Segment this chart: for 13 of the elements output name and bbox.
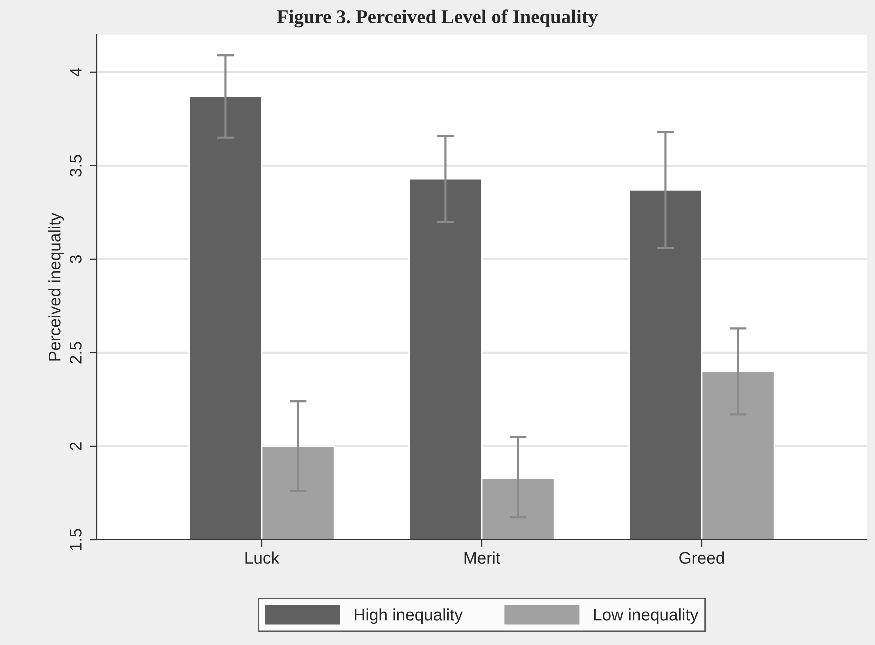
y-tick-label: 1.5	[70, 529, 82, 550]
y-tick-label: 4	[70, 68, 82, 77]
y-tick-label: 3	[70, 256, 82, 264]
legend-label: High inequality	[355, 608, 463, 624]
y-tick-label: 2.5	[70, 342, 82, 364]
y-axis-title: Perceived inequality	[48, 212, 64, 361]
legend-label: Low inequality	[594, 608, 699, 624]
y-tick-label: 3.5	[70, 155, 82, 177]
y-tick-label: 2	[70, 442, 82, 450]
x-tick-label: Greed	[680, 552, 724, 564]
chart-title: Figure 3. Perceived Level of Inequality	[277, 10, 598, 28]
x-tick-label: Merit	[464, 552, 500, 564]
x-tick-label: Luck	[246, 552, 280, 564]
